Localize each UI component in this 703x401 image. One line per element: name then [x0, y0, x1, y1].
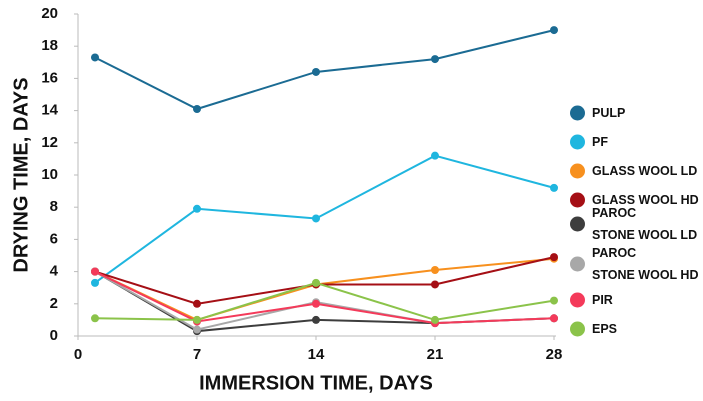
- legend-label: PAROC STONE WOOL HD: [592, 246, 699, 282]
- y-tick-label: 12: [41, 134, 58, 151]
- data-point: [550, 296, 558, 305]
- legend-label: PULP: [592, 106, 626, 120]
- legend-marker: [570, 321, 585, 337]
- x-tick-label: 14: [308, 346, 325, 363]
- y-tick-label: 10: [41, 166, 58, 183]
- y-tick-label: 8: [50, 198, 58, 215]
- data-point: [550, 183, 558, 192]
- legend-label: PF: [592, 135, 608, 149]
- legend-marker: [570, 163, 585, 179]
- legend-label: GLASS WOOL LD: [592, 164, 698, 178]
- data-point: [193, 325, 201, 334]
- data-point: [312, 214, 320, 223]
- data-point: [193, 299, 201, 308]
- legend-label: GLASS WOOL HD: [592, 193, 699, 207]
- y-tick-label: 14: [41, 102, 58, 119]
- data-point: [431, 265, 439, 274]
- data-point: [312, 67, 320, 76]
- legend-marker: [570, 292, 585, 308]
- data-point: [91, 53, 99, 62]
- y-tick-label: 20: [41, 5, 58, 22]
- y-tick-label: 0: [50, 327, 58, 344]
- data-point: [550, 253, 558, 262]
- data-point: [91, 267, 99, 276]
- x-axis-title: IMMERSION TIME, DAYS: [199, 372, 433, 394]
- y-tick-label: 4: [50, 263, 59, 280]
- data-point: [312, 315, 320, 324]
- data-point: [550, 314, 558, 323]
- data-point: [312, 299, 320, 308]
- y-tick-label: 16: [41, 69, 58, 86]
- x-tick-label: 28: [546, 346, 563, 363]
- data-point: [431, 315, 439, 324]
- legend-marker: [570, 216, 585, 232]
- data-point: [91, 314, 99, 323]
- data-point: [312, 278, 320, 287]
- y-axis-title: DRYING TIME, DAYS: [10, 77, 32, 272]
- y-tick-label: 6: [50, 230, 58, 247]
- data-point: [550, 26, 558, 35]
- series-line: [94, 256, 555, 305]
- series-line: [94, 270, 555, 333]
- series-line: [94, 29, 555, 111]
- data-point: [431, 280, 439, 289]
- legend-marker: [570, 134, 585, 150]
- x-tick-label: 0: [74, 346, 82, 363]
- data-point: [193, 315, 201, 324]
- x-tick-label: 7: [193, 346, 201, 363]
- series-line: [94, 154, 555, 284]
- data-point: [193, 104, 201, 113]
- data-point: [193, 204, 201, 213]
- legend-label: PIR: [592, 293, 613, 307]
- legend-label: EPS: [592, 322, 618, 336]
- legend-marker: [570, 105, 585, 121]
- series-line: [94, 281, 555, 321]
- data-point: [91, 278, 99, 287]
- y-tick-label: 2: [50, 295, 58, 312]
- legend-marker: [570, 256, 585, 272]
- x-tick-label: 21: [427, 346, 444, 363]
- y-tick-label: 18: [41, 37, 58, 54]
- series-line: [94, 270, 555, 325]
- data-point: [431, 151, 439, 160]
- legend-label: PAROC STONE WOOL LD: [592, 206, 698, 242]
- data-point: [431, 55, 439, 64]
- legend-marker: [570, 192, 585, 208]
